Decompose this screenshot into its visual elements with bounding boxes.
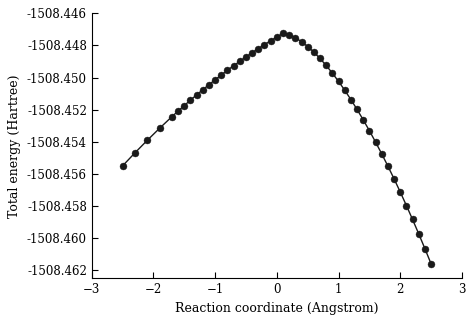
- X-axis label: Reaction coordinate (Angstrom): Reaction coordinate (Angstrom): [175, 302, 379, 315]
- Y-axis label: Total energy (Hartree): Total energy (Hartree): [9, 74, 21, 218]
